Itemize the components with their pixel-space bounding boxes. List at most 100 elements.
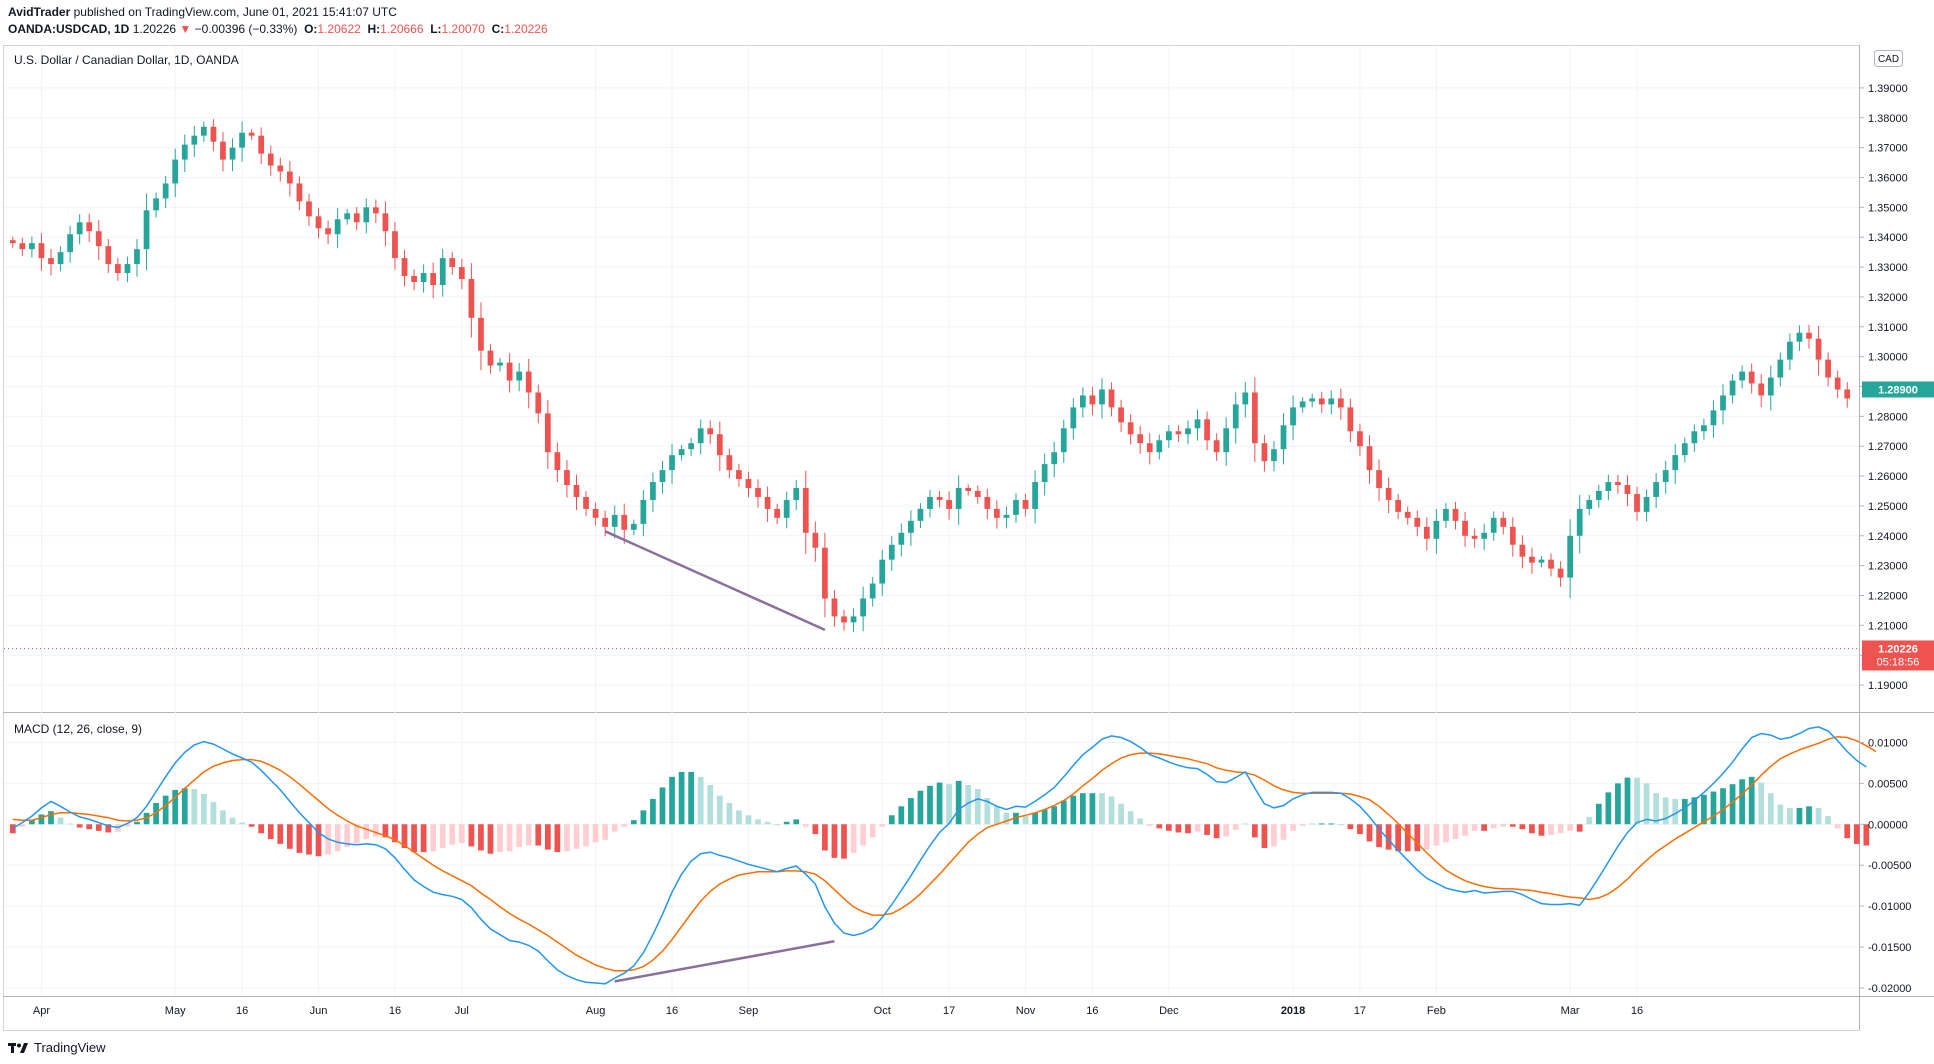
candle-body: [860, 598, 866, 617]
histogram-bar: [707, 785, 714, 825]
histogram-bar: [1433, 824, 1440, 846]
histogram-bar: [1748, 776, 1755, 825]
histogram-bar: [458, 824, 465, 844]
price-tick-label: 1.19000: [1868, 680, 1908, 692]
histogram-bar: [955, 780, 962, 825]
candle-body: [1777, 359, 1784, 378]
macd-tick-label: -0.02000: [1868, 983, 1911, 995]
candle-body: [869, 583, 876, 599]
histogram-bar: [812, 824, 819, 835]
macd-pane-title: MACD (12, 26, close, 9): [14, 722, 142, 736]
histogram-bar: [497, 824, 503, 853]
candle-body: [602, 517, 609, 527]
tradingview-logo-icon[interactable]: [8, 1041, 28, 1055]
histogram-bar: [277, 824, 284, 844]
price-tick-label: 1.21000: [1868, 620, 1908, 632]
histogram-bar: [1280, 824, 1287, 840]
candle-body: [621, 514, 628, 530]
histogram-bar: [478, 824, 484, 851]
candle-body: [86, 222, 93, 232]
histogram-bar: [650, 798, 656, 825]
candle-body: [592, 508, 599, 518]
candle-body: [946, 499, 952, 509]
histogram-bar: [994, 806, 1000, 825]
macd-axis[interactable]: 0.01000 0.00500 0.00000 -0.00500 -0.01000 -0.…: [1859, 737, 1911, 995]
candle-body: [172, 159, 179, 184]
candle-body: [325, 228, 331, 235]
candle-body: [1701, 425, 1707, 432]
candle-body: [640, 499, 647, 524]
time-tick-label: Jul: [455, 1005, 469, 1017]
publisher-name[interactable]: AvidTrader: [8, 5, 71, 19]
histogram-bar: [267, 824, 274, 839]
histogram-bar: [736, 810, 742, 825]
candle-body: [1060, 428, 1067, 453]
histogram-bar: [592, 824, 599, 843]
time-tick-label: 2018: [1281, 1005, 1305, 1017]
macd-pane[interactable]: MACD (12, 26, close, 9): [9, 722, 1877, 985]
candle-body: [1662, 470, 1669, 483]
candle-body: [736, 470, 742, 480]
candle-body: [200, 126, 207, 136]
histogram-bar: [841, 824, 847, 859]
histogram-bar: [38, 814, 45, 825]
histogram-bar: [1414, 824, 1421, 852]
footer-brand[interactable]: TradingView: [34, 1040, 106, 1055]
histogram-bar: [411, 824, 417, 853]
candle-body: [812, 532, 819, 548]
candle-body: [210, 126, 217, 142]
histogram-bar: [564, 824, 570, 852]
macd-trendline[interactable]: [614, 940, 835, 983]
candle-body: [888, 544, 895, 560]
histogram-bar: [678, 771, 685, 825]
histogram-bar: [105, 824, 112, 833]
candle-body: [267, 153, 274, 166]
histogram-bar: [1089, 793, 1096, 825]
histogram-bar: [468, 824, 475, 847]
histogram-bar: [669, 776, 675, 825]
price-tick-label: 1.23000: [1868, 561, 1908, 573]
candle-body: [1376, 470, 1382, 489]
price-axis[interactable]: 1.39000 1.38000 1.37000 1.36000 1.35000 1.340…: [1859, 83, 1908, 692]
histogram-bar: [602, 824, 609, 840]
candle-body: [487, 350, 494, 366]
candle-body: [1280, 425, 1287, 450]
candle-body: [745, 479, 752, 489]
price-tick-label: 1.37000: [1868, 143, 1908, 155]
histogram-bar: [1844, 824, 1851, 839]
candle-body: [1452, 508, 1459, 521]
histogram-bar: [1204, 824, 1210, 835]
histogram-bar: [1777, 804, 1784, 825]
candle-body: [793, 488, 800, 500]
histogram-bar: [1337, 824, 1344, 826]
histogram-bar: [822, 824, 828, 851]
candle-body: [1204, 419, 1210, 441]
price-tick-label: 1.28000: [1868, 411, 1908, 423]
histogram-bar: [258, 824, 265, 834]
price-pane[interactable]: U.S. Dollar / Canadian Dollar, 1D, OANDA: [4, 53, 1859, 649]
time-axis[interactable]: Apr May 16 Jun 16 Jul Aug 16 Sep Oct 17 Nov 16 Dec 201…: [33, 1005, 1643, 1017]
candle-body: [1003, 514, 1010, 518]
signal-line: [12, 735, 1877, 972]
price-tick-label: 1.36000: [1868, 172, 1908, 184]
candle-body: [1156, 440, 1163, 453]
histogram-bar: [220, 810, 226, 825]
candle-body: [420, 273, 427, 282]
time-tick-label: 17: [1354, 1005, 1366, 1017]
candle-body: [1385, 488, 1392, 500]
price-trendline[interactable]: [604, 530, 826, 631]
candle-body: [1414, 517, 1421, 527]
histogram-bar: [1643, 783, 1650, 825]
candle-body: [1433, 520, 1440, 539]
histogram-bar: [1529, 824, 1535, 834]
candle-body: [1462, 520, 1468, 536]
candle-body: [382, 213, 389, 232]
candle-body: [181, 144, 188, 160]
candle-body: [1710, 410, 1717, 426]
histogram-bar: [850, 824, 857, 853]
currency-badge[interactable]: [1874, 50, 1903, 67]
candle-body: [1070, 407, 1077, 429]
candle-body: [1041, 464, 1048, 483]
currency-badge-text: CAD: [1878, 54, 1899, 65]
